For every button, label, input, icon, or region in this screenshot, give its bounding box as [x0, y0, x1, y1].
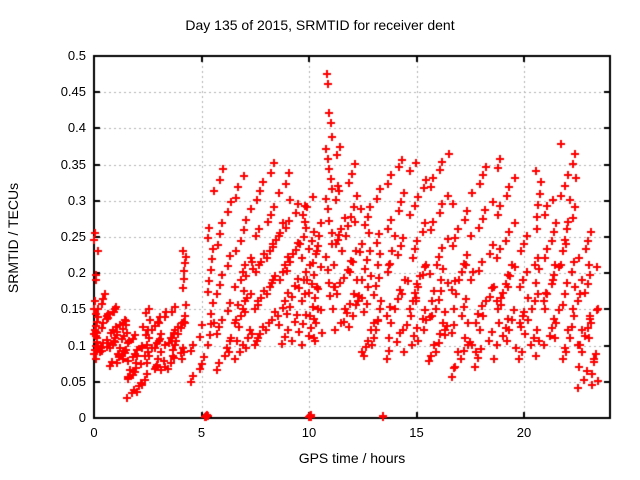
y-tick-label: 0.5 [67, 48, 86, 63]
y-tick-label: 0.3 [67, 192, 86, 208]
y-tick-label: 0.2 [67, 265, 86, 281]
x-tick-label: 10 [301, 425, 317, 440]
y-tick-label: 0.45 [60, 84, 86, 100]
y-tick-label: 0.05 [60, 373, 86, 389]
chart-title: Day 135 of 2015, SRMTID for receiver den… [185, 17, 455, 33]
y-tick-label: 0.4 [67, 120, 86, 136]
y-tick-label: 0.1 [67, 337, 86, 353]
y-tick-label: 0.15 [60, 301, 86, 317]
x-axis-label: GPS time / hours [298, 450, 406, 466]
y-tick-label: 0.25 [60, 229, 86, 244]
x-tick-label: 0 [90, 425, 98, 440]
y-tick-label: 0.35 [60, 156, 86, 172]
y-tick-label: 0 [78, 410, 86, 425]
x-tick-label: 20 [516, 425, 532, 440]
x-tick-label: 15 [409, 425, 424, 440]
x-tick-label: 5 [197, 425, 206, 440]
